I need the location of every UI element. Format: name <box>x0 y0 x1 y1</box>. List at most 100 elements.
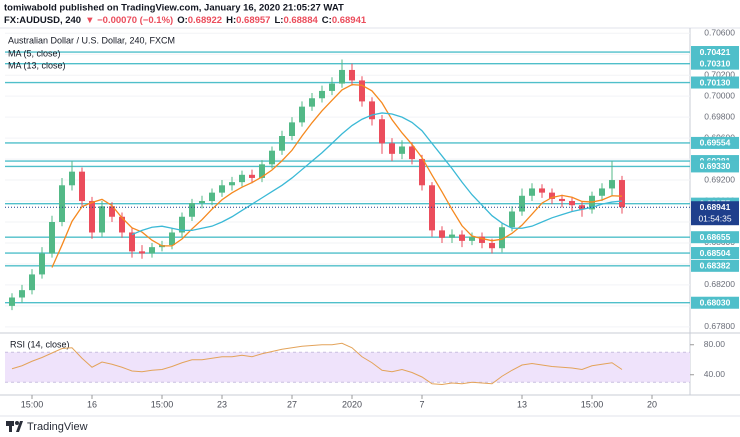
candle-body <box>559 198 565 202</box>
candle-body <box>499 227 505 249</box>
candle-body <box>489 242 495 249</box>
level-label-box <box>691 57 739 70</box>
level-label: 0.68382 <box>700 261 731 271</box>
candle-body <box>539 188 545 193</box>
level-label-box <box>691 76 739 89</box>
x-tick-label: 2020 <box>342 399 362 409</box>
rsi-tick-label: 40.00 <box>704 369 726 379</box>
legend-entry: MA (5, close) <box>8 48 61 58</box>
x-tick-label: 16 <box>87 399 97 409</box>
candle-body <box>199 201 205 204</box>
candle-body <box>119 216 125 233</box>
level-label: 0.70310 <box>700 58 731 68</box>
quote-value: 0.68941 <box>332 15 367 26</box>
candle-body <box>269 150 275 165</box>
brand-logo <box>6 421 23 432</box>
symbol: FX:AUDUSD, 240 <box>4 15 81 26</box>
candle-body <box>379 119 385 144</box>
y-tick-label: 0.67800 <box>704 321 735 331</box>
candle-body <box>519 195 525 212</box>
rsi-tick-label: 80.00 <box>704 339 726 349</box>
candle-body <box>419 159 425 186</box>
candle-body <box>219 185 225 193</box>
candle-body <box>259 164 265 178</box>
candle-body <box>129 232 135 252</box>
candle-body <box>439 230 445 238</box>
candle-body <box>609 180 615 189</box>
candle-body <box>429 185 435 231</box>
y-tick-label: 0.68200 <box>704 279 735 289</box>
quote-value: 0.68957 <box>236 15 270 26</box>
x-tick-label: 7 <box>419 399 424 409</box>
change: ▼ −0.00070 (−0.1%) <box>85 15 173 26</box>
x-tick-label: 23 <box>217 399 227 409</box>
level-label: 0.70130 <box>700 77 731 87</box>
candle-body <box>509 211 515 228</box>
candle-body <box>249 174 255 178</box>
candle-body <box>389 143 395 154</box>
quote-key: O: <box>177 15 188 26</box>
level-label: 0.68030 <box>700 297 731 307</box>
last-price-box <box>691 201 739 226</box>
quote-line: FX:AUDUSD, 240 ▼ −0.00070 (−0.1%) O:0.6892… <box>4 15 367 26</box>
level-label-box <box>691 247 739 260</box>
x-tick-label: 15:00 <box>151 399 174 409</box>
y-tick-label: 0.70000 <box>704 90 735 100</box>
candle-body <box>69 171 75 186</box>
candle-body <box>239 174 245 183</box>
level-label-box <box>691 296 739 309</box>
level-label: 0.68504 <box>700 248 731 258</box>
candle-body <box>459 234 465 241</box>
countdown: 01:54:35 <box>698 213 731 223</box>
candle-body <box>59 185 65 222</box>
level-label-box <box>691 259 739 272</box>
x-tick-label: 27 <box>287 399 297 409</box>
candle-body <box>569 201 575 206</box>
candle-body <box>479 236 485 243</box>
candle-body <box>619 180 625 208</box>
candle-body <box>279 136 285 151</box>
candle-body <box>149 247 155 254</box>
y-tick-label: 0.70600 <box>704 27 735 37</box>
candle-body <box>369 101 375 120</box>
candle-body <box>169 232 175 246</box>
candle-body <box>19 290 25 298</box>
candle-body <box>469 236 475 241</box>
level-label-box <box>691 136 739 149</box>
x-tick-label: 13 <box>517 399 527 409</box>
candle-body <box>49 221 55 254</box>
level-label: 0.69330 <box>700 161 731 171</box>
candle-body <box>229 182 235 186</box>
candle-body <box>89 201 95 233</box>
candle-body <box>409 146 415 160</box>
candle-body <box>329 83 335 91</box>
quote-key: L: <box>274 15 283 26</box>
level-label-box <box>691 231 739 244</box>
quote-value: 0.68884 <box>283 15 318 26</box>
candle-body <box>179 216 185 233</box>
logo-part <box>15 421 19 425</box>
last-price-label: 0.68941 <box>700 202 731 212</box>
candle-body <box>39 253 45 275</box>
candle-body <box>599 188 605 196</box>
x-tick-label: 15:00 <box>21 399 44 409</box>
y-tick-label: 0.69800 <box>704 111 735 121</box>
moving-average <box>51 83 623 268</box>
candle-body <box>349 69 355 81</box>
subtitle: tomiwabold published on TradingView.com,… <box>4 3 344 14</box>
quote-key: C: <box>322 15 332 26</box>
candle-body <box>79 171 85 202</box>
level-label: 0.69554 <box>700 138 731 148</box>
y-tick-label: 0.69200 <box>704 174 735 184</box>
moving-average <box>131 112 623 236</box>
candle-body <box>209 192 215 202</box>
candle-body <box>549 192 555 199</box>
candle-body <box>449 234 455 238</box>
level-label: 0.68655 <box>700 232 731 242</box>
candle-body <box>399 146 405 154</box>
level-label-box <box>691 46 739 59</box>
candle-body <box>99 206 105 233</box>
y-tick-label: 0.70200 <box>704 69 735 79</box>
chart-title: Australian Dollar / U.S. Dollar, 240, FX… <box>8 35 175 45</box>
